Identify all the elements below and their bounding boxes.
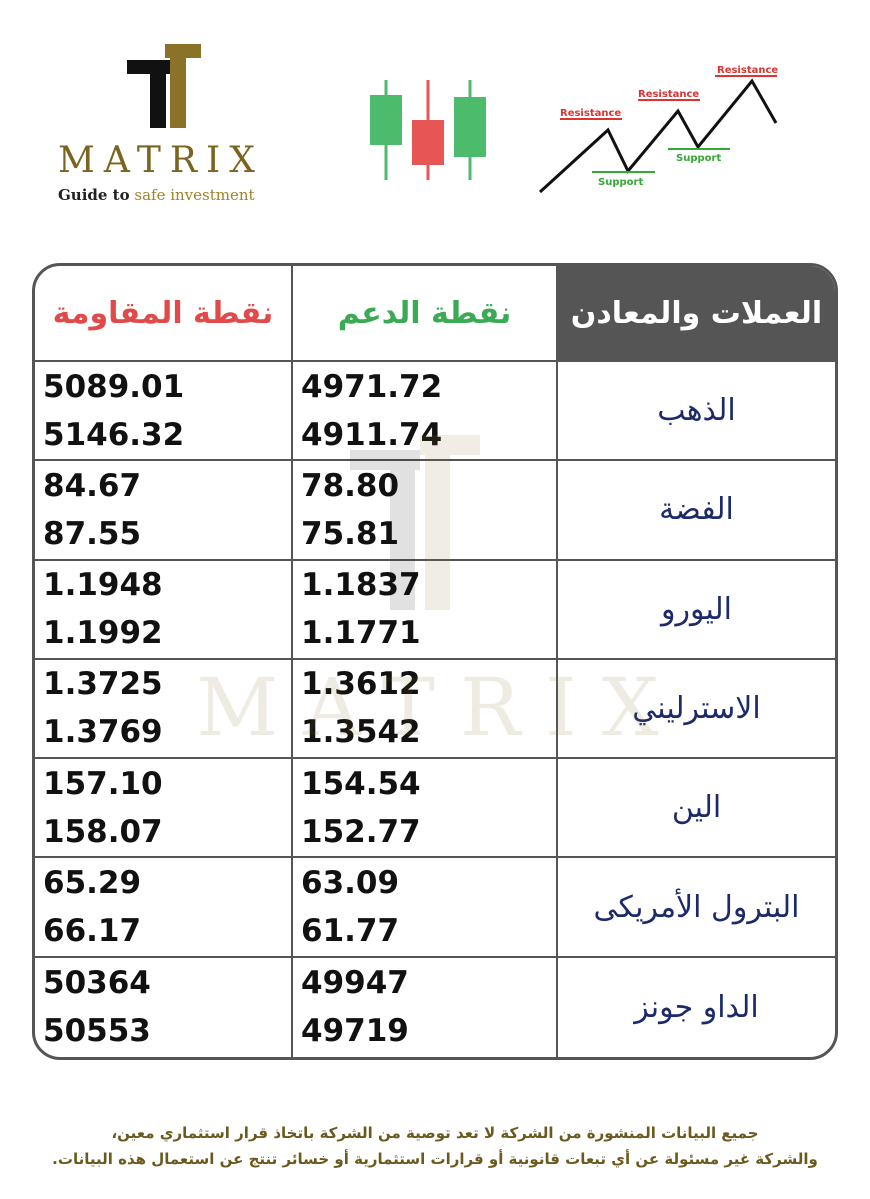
support-level: 63.09 [301,865,400,902]
candlestick-icon [370,80,486,180]
disclaimer: جميع البيانات المنشورة من الشركة لا تعد … [0,1120,870,1172]
asset-name: الذهب [558,362,835,462]
matrix-logo-icon [127,44,201,128]
resistance-level: 1.1948 [43,567,163,604]
support-level: 1.3542 [301,714,421,751]
resistance-level: 1.1992 [43,615,163,652]
support-label: Support [598,177,643,188]
asset-name: البترول الأمريكى [558,858,835,958]
support-level: 1.3612 [301,666,421,703]
support-level: 4911.74 [301,416,443,453]
support-cell: 63.09 61.77 [293,858,558,958]
levels-table: نقطة المقاومة نقطة الدعم العملات والمعاد… [32,263,838,1060]
header-asset: العملات والمعادن [558,266,835,362]
disclaimer-line: جميع البيانات المنشورة من الشركة لا تعد … [111,1124,759,1142]
resistance-level: 84.67 [43,467,142,504]
disclaimer-line: والشركة غير مسئولة عن أي تبعات قانونية أ… [52,1150,818,1168]
support-level: 78.80 [301,467,400,504]
resistance-label: Resistance [638,89,699,100]
support-cell: 1.3612 1.3542 [293,659,558,760]
support-cell: 4971.72 4911.74 [293,362,558,462]
support-level: 61.77 [301,913,400,950]
support-level: 49947 [301,965,409,1002]
asset-name: اليورو [558,561,835,660]
resistance-level: 87.55 [43,515,142,552]
resistance-cell: 50364 50553 [35,957,293,1057]
resistance-level: 65.29 [43,865,142,902]
header-resistance: نقطة المقاومة [35,266,293,362]
support-level: 1.1771 [301,615,421,652]
support-label: Support [676,153,721,164]
resistance-label: Resistance [560,108,621,119]
support-resistance-diagram: Resistance Resistance Resistance Support… [538,65,778,194]
support-level: 49719 [301,1013,409,1050]
asset-name: الاسترليني [558,660,835,760]
resistance-cell: 1.1948 1.1992 [35,560,293,660]
support-cell: 78.80 75.81 [293,461,558,561]
asset-name: الين [558,759,835,859]
asset-name: الفضة [558,461,835,561]
resistance-cell: 65.29 66.17 [35,858,293,958]
resistance-level: 66.17 [43,913,142,950]
resistance-cell: 84.67 87.55 [35,461,293,561]
asset-name: الداو جونز [634,989,759,1025]
resistance-level: 157.10 [43,765,163,802]
support-cell: 1.1837 1.1771 [293,560,558,660]
resistance-cell: 157.10 158.07 [35,759,293,859]
resistance-cell: 5089.01 5146.32 [35,362,293,462]
resistance-level: 5089.01 [43,368,185,405]
support-level: 154.54 [301,765,421,802]
support-level: 4971.72 [301,368,443,405]
resistance-level: 158.07 [43,813,163,850]
resistance-level: 5146.32 [43,416,185,453]
resistance-level: 50364 [43,965,151,1002]
resistance-level: 50553 [43,1013,151,1050]
resistance-cell: 1.3725 1.3769 [35,659,293,760]
support-level: 152.77 [301,813,421,850]
brand-name: MATRIX [58,140,264,181]
resistance-level: 1.3725 [43,666,163,703]
support-cell: 154.54 152.77 [293,759,558,859]
resistance-level: 1.3769 [43,714,163,751]
support-level: 1.1837 [301,567,421,604]
resistance-label: Resistance [717,65,778,76]
support-level: 75.81 [301,515,400,552]
header-support: نقطة الدعم [293,266,558,362]
tagline: Guide to safe investment [58,186,255,204]
support-cell: 49947 49719 [293,957,558,1057]
